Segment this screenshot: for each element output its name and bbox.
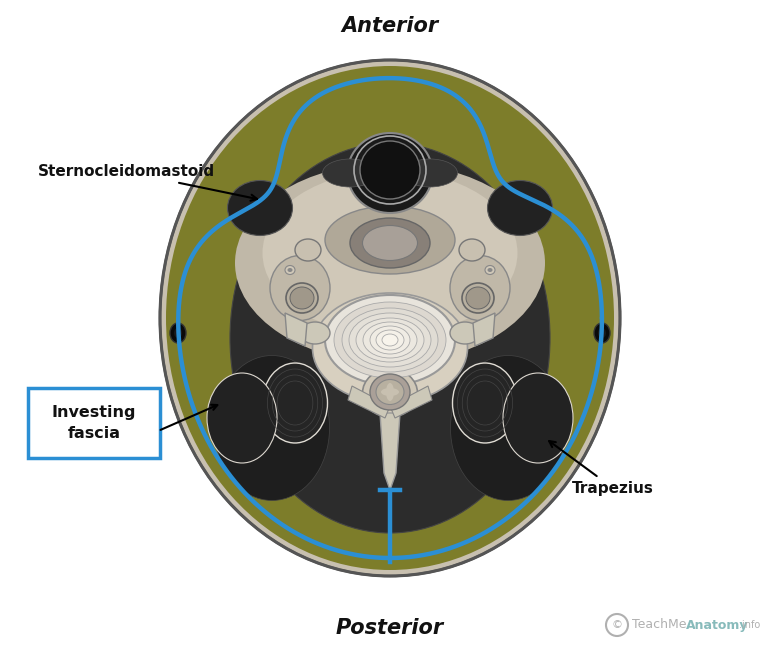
Text: Sternocleidomastoid: Sternocleidomastoid [38,165,257,201]
Ellipse shape [235,163,545,363]
Polygon shape [285,313,307,346]
Ellipse shape [450,255,510,320]
Ellipse shape [370,374,410,410]
Ellipse shape [300,322,330,344]
Ellipse shape [215,355,329,501]
Ellipse shape [270,255,330,320]
Ellipse shape [376,380,404,404]
Ellipse shape [370,326,410,354]
Ellipse shape [174,328,182,338]
Ellipse shape [263,363,328,443]
Ellipse shape [313,293,467,403]
Ellipse shape [207,373,277,463]
Polygon shape [380,413,400,490]
Ellipse shape [288,268,292,272]
Text: ©: © [612,620,622,630]
Ellipse shape [462,283,494,313]
Ellipse shape [342,308,438,372]
Text: .info: .info [739,620,760,630]
FancyBboxPatch shape [28,388,160,458]
Text: Posterior: Posterior [336,618,444,638]
Ellipse shape [363,225,417,260]
Ellipse shape [360,141,420,199]
Ellipse shape [290,287,314,309]
Text: TeachMe: TeachMe [632,618,686,631]
Ellipse shape [485,266,495,275]
Ellipse shape [376,330,404,350]
Ellipse shape [459,239,485,261]
Ellipse shape [356,318,424,362]
Ellipse shape [170,323,186,343]
Ellipse shape [325,206,455,274]
Ellipse shape [295,239,321,261]
Ellipse shape [350,218,430,268]
Ellipse shape [363,369,417,417]
Ellipse shape [349,313,431,367]
Ellipse shape [452,363,517,443]
Ellipse shape [285,266,295,275]
Ellipse shape [598,328,606,338]
Ellipse shape [166,66,614,570]
Ellipse shape [160,60,620,576]
Ellipse shape [334,302,446,378]
Ellipse shape [594,323,610,343]
Text: Anatomy: Anatomy [686,618,749,631]
Text: Trapezius: Trapezius [549,441,654,495]
Ellipse shape [402,159,458,187]
Ellipse shape [363,322,417,358]
Ellipse shape [450,322,480,344]
Polygon shape [473,313,495,346]
Ellipse shape [348,133,432,213]
Polygon shape [348,386,390,418]
Text: Anterior: Anterior [342,16,438,36]
Ellipse shape [263,171,517,335]
Ellipse shape [228,180,292,236]
Ellipse shape [382,334,398,346]
Ellipse shape [488,268,492,272]
Ellipse shape [381,388,399,396]
Text: Investing
fascia: Investing fascia [51,405,136,441]
Ellipse shape [230,143,550,533]
Ellipse shape [158,58,622,578]
Polygon shape [390,386,432,418]
Ellipse shape [322,159,378,187]
Ellipse shape [325,295,455,385]
Ellipse shape [286,283,318,313]
Ellipse shape [386,383,394,401]
Ellipse shape [466,287,490,309]
Ellipse shape [451,355,566,501]
Ellipse shape [503,373,573,463]
Ellipse shape [488,180,552,236]
